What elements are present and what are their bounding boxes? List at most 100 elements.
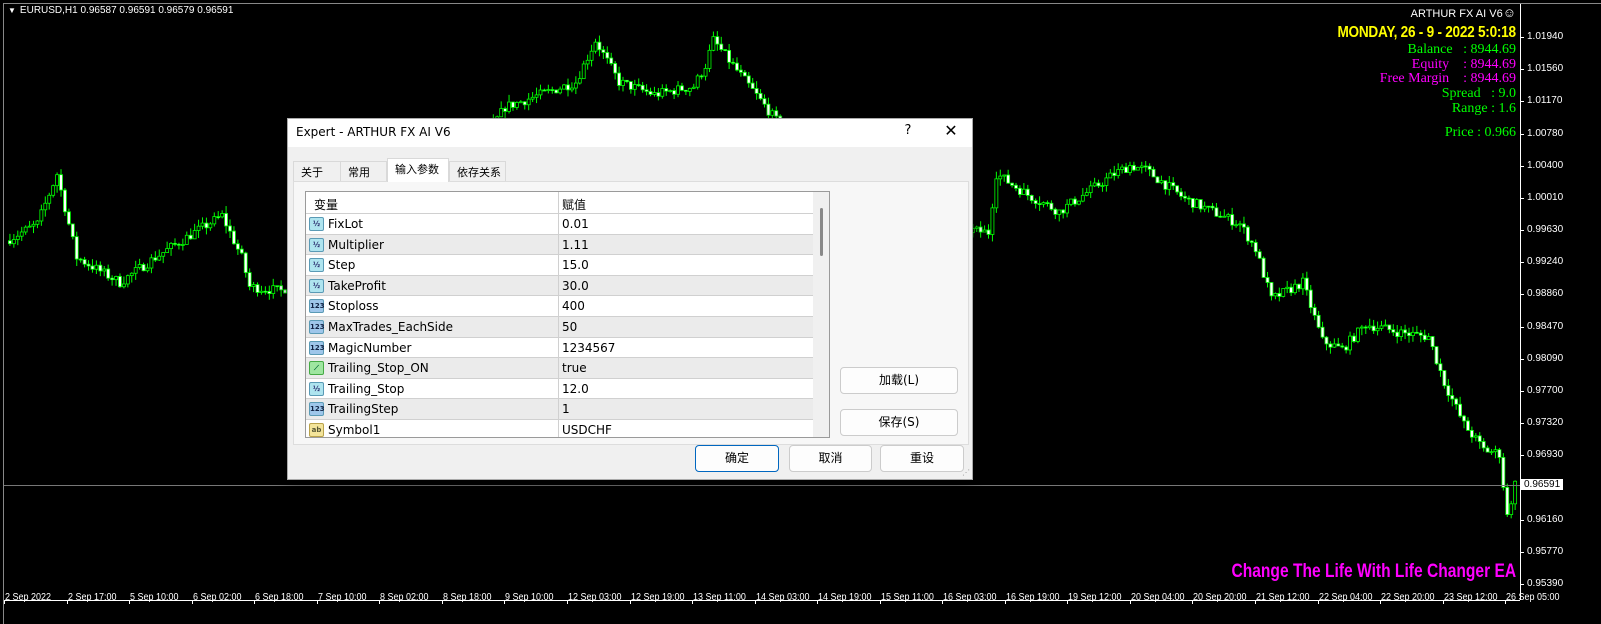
table-row[interactable]: 123 MaxTrades_EachSide 50 bbox=[306, 317, 813, 338]
help-button[interactable]: ? bbox=[904, 123, 912, 138]
candle-body bbox=[770, 110, 775, 116]
candle bbox=[986, 224, 991, 239]
candle bbox=[1226, 212, 1231, 221]
table-row[interactable]: ½ Multiplier 1.11 bbox=[306, 234, 813, 256]
tab-about[interactable]: 关于 bbox=[293, 161, 341, 181]
candle bbox=[118, 273, 122, 288]
time-tick bbox=[1129, 600, 1131, 604]
candle bbox=[149, 254, 154, 274]
candle bbox=[1477, 432, 1482, 449]
candle-body bbox=[78, 258, 83, 261]
cancel-button[interactable]: 取消 bbox=[789, 445, 872, 472]
candle bbox=[1422, 329, 1427, 343]
candle bbox=[499, 101, 504, 118]
candle bbox=[1265, 271, 1270, 288]
param-value[interactable]: USDCHF bbox=[562, 423, 612, 437]
ok-button[interactable]: 确定 bbox=[695, 445, 779, 472]
table-row[interactable]: ab Symbol1 USDCHF bbox=[306, 420, 813, 437]
param-value[interactable]: 1234567 bbox=[562, 340, 616, 355]
candle bbox=[1210, 202, 1215, 211]
param-value[interactable]: 400 bbox=[562, 299, 585, 314]
table-scrollbar[interactable] bbox=[813, 192, 829, 437]
candle-body bbox=[239, 248, 244, 254]
candle bbox=[8, 233, 12, 246]
param-value[interactable]: 15.0 bbox=[562, 258, 589, 273]
dialog-titlebar[interactable]: Expert - ARTHUR FX AI V6 ? ✕ bbox=[288, 119, 972, 147]
column-variable[interactable]: 变量 bbox=[314, 198, 339, 212]
candle-body bbox=[1222, 215, 1227, 218]
candle-body bbox=[577, 78, 582, 84]
candle bbox=[1281, 288, 1286, 298]
chart-area[interactable] bbox=[3, 3, 1601, 624]
time-tick bbox=[754, 600, 756, 604]
candle bbox=[1045, 200, 1050, 207]
param-value[interactable]: 30.0 bbox=[562, 278, 589, 293]
table-row[interactable]: 123 Stoploss 400 bbox=[306, 296, 813, 317]
candle-body bbox=[1281, 288, 1286, 297]
int-type-icon: 123 bbox=[309, 340, 325, 355]
column-divider[interactable] bbox=[558, 192, 559, 213]
tab-inputs[interactable]: 输入参数 bbox=[387, 158, 449, 182]
balance: Balance : 8944.69 bbox=[1407, 42, 1516, 57]
candle bbox=[707, 44, 712, 73]
save-button[interactable]: 保存(S) bbox=[840, 409, 958, 436]
candle-body bbox=[1257, 251, 1262, 259]
resize-grip-icon[interactable]: ⋰ bbox=[962, 468, 970, 477]
candle-body bbox=[1198, 199, 1203, 210]
candle-body bbox=[1202, 205, 1207, 210]
candle bbox=[1356, 327, 1360, 344]
table-row[interactable]: ½ TakeProfit 30.0 bbox=[306, 275, 813, 297]
candle-body bbox=[1167, 182, 1172, 190]
time-label: 7 Sep 10:00 bbox=[317, 592, 367, 603]
reset-button[interactable]: 重设 bbox=[880, 445, 964, 472]
param-value[interactable]: 1 bbox=[562, 402, 570, 417]
candle-body bbox=[1304, 277, 1309, 291]
candle-body bbox=[750, 82, 755, 89]
candle-body bbox=[1383, 324, 1388, 327]
candle-body bbox=[699, 75, 704, 78]
table-row[interactable]: ½ FixLot 0.01 bbox=[306, 214, 813, 235]
candle-body bbox=[762, 98, 767, 105]
ea-name: ARTHUR FX AI V6☺ bbox=[1306, 4, 1516, 23]
close-button[interactable]: ✕ bbox=[944, 121, 958, 140]
table-row[interactable]: ½ Trailing_Stop 12.0 bbox=[306, 378, 813, 400]
column-value[interactable]: 赋值 bbox=[562, 198, 587, 212]
param-value[interactable]: 0.01 bbox=[562, 217, 589, 231]
candle bbox=[161, 252, 166, 264]
table-row[interactable]: ½ Step 15.0 bbox=[306, 255, 813, 276]
candle-body bbox=[1242, 223, 1246, 228]
tab-dependencies[interactable]: 依存关系 bbox=[449, 161, 506, 181]
candle-body bbox=[102, 268, 107, 272]
candle bbox=[23, 225, 28, 235]
price-label: 0.97320 bbox=[1527, 416, 1564, 428]
candle bbox=[1304, 271, 1309, 296]
tab-common[interactable]: 常用 bbox=[340, 161, 387, 181]
time-tick bbox=[879, 600, 881, 604]
table-row[interactable]: 123 TrailingStep 1 bbox=[306, 399, 813, 420]
param-value[interactable]: 50 bbox=[562, 320, 578, 334]
candle-body bbox=[1249, 240, 1254, 243]
candle bbox=[1399, 326, 1404, 342]
table-row[interactable]: ⟋ Trailing_Stop_ON true bbox=[306, 358, 813, 379]
candle-body bbox=[59, 174, 63, 191]
candle bbox=[59, 169, 63, 197]
param-name: TakeProfit bbox=[328, 278, 386, 293]
candle bbox=[1206, 205, 1211, 213]
candle-body bbox=[1407, 332, 1411, 337]
param-value[interactable]: true bbox=[562, 361, 587, 376]
candle bbox=[1249, 240, 1254, 247]
candle-body bbox=[554, 89, 559, 94]
table-row[interactable]: 123 MagicNumber 1234567 bbox=[306, 337, 813, 359]
candle bbox=[1112, 165, 1117, 181]
param-value[interactable]: 12.0 bbox=[562, 381, 589, 396]
load-button[interactable]: 加载(L) bbox=[840, 367, 958, 394]
candle bbox=[1301, 273, 1305, 295]
candle-body bbox=[656, 92, 661, 97]
dropdown-triangle-icon[interactable]: ▼ bbox=[8, 6, 16, 15]
candle bbox=[1466, 417, 1470, 431]
candle bbox=[1171, 177, 1176, 190]
price-tick bbox=[1520, 101, 1524, 103]
scrollbar-thumb[interactable] bbox=[820, 208, 823, 256]
param-value[interactable]: 1.11 bbox=[562, 237, 589, 252]
candle bbox=[526, 93, 531, 111]
